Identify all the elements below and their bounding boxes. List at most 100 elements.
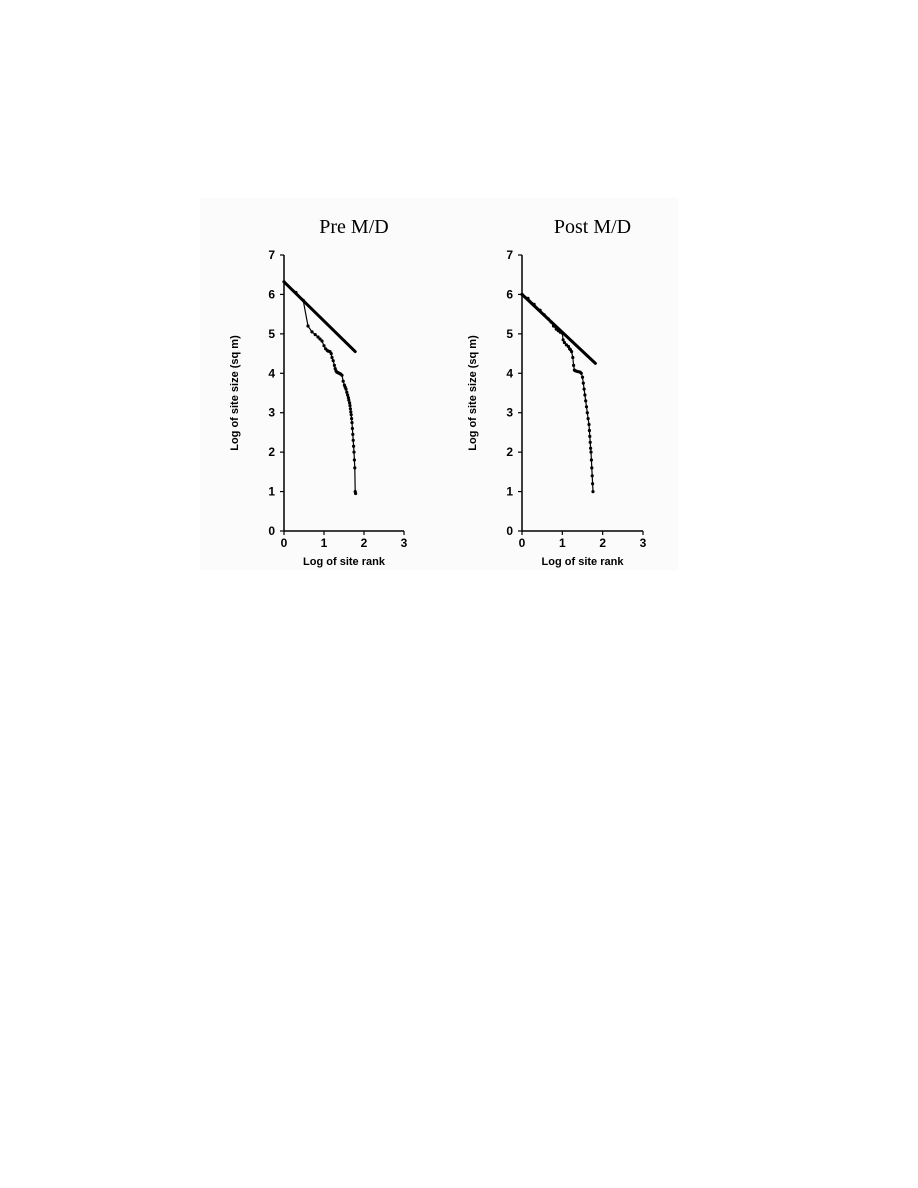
x-tick-label: 1 xyxy=(559,536,566,550)
data-point xyxy=(584,405,589,409)
data-point xyxy=(329,352,333,356)
data-point xyxy=(579,371,583,375)
y-tick-label: 3 xyxy=(268,406,275,420)
data-point xyxy=(354,491,358,496)
x-tick-label: 3 xyxy=(640,536,647,550)
data-point xyxy=(532,302,536,306)
data-point xyxy=(542,313,546,317)
x-tick-label: 1 xyxy=(321,536,328,550)
data-point xyxy=(580,375,585,379)
data-point xyxy=(589,446,593,450)
data-point xyxy=(349,410,353,414)
x-tick-label: 2 xyxy=(361,536,368,550)
y-tick-label: 0 xyxy=(268,524,275,538)
data-point xyxy=(549,320,553,324)
data-point xyxy=(585,411,589,415)
y-axis-label: Log of site size (sq m) xyxy=(229,335,241,451)
data-point xyxy=(294,290,298,295)
data-point xyxy=(351,438,355,442)
data-point xyxy=(282,280,286,284)
data-point xyxy=(331,359,335,363)
x-tick-label: 0 xyxy=(519,536,526,550)
data-point xyxy=(348,404,352,408)
data-point xyxy=(340,373,344,377)
data-point xyxy=(572,363,576,367)
y-tick-label: 0 xyxy=(506,524,513,538)
data-point xyxy=(584,399,588,403)
y-axis-label: Log of site size (sq m) xyxy=(467,335,479,451)
data-point xyxy=(320,339,324,343)
chart-2: Post M/D 0 1 2 3 4 5 6 7 0 1 2 3 Log of site rank Log … xyxy=(467,216,647,568)
data-point xyxy=(318,337,322,341)
data-point xyxy=(520,292,524,296)
data-point xyxy=(350,421,354,425)
data-point xyxy=(561,338,565,342)
y-tick-label: 1 xyxy=(506,485,513,499)
data-point xyxy=(570,350,574,354)
x-tick-label: 2 xyxy=(599,536,606,550)
data-point xyxy=(581,381,585,385)
data-point xyxy=(306,324,310,328)
data-point xyxy=(350,426,354,431)
y-tick-label: 5 xyxy=(268,327,275,341)
data-point xyxy=(560,331,564,335)
data-point xyxy=(352,444,356,448)
data-point xyxy=(590,466,594,470)
chart-title: Pre M/D xyxy=(319,216,388,238)
data-point xyxy=(588,440,592,444)
data-point xyxy=(589,458,594,462)
x-axis-label: Log of site rank xyxy=(303,556,386,568)
y-tick-label: 1 xyxy=(268,485,275,499)
y-tick-label: 5 xyxy=(506,327,513,341)
data-point xyxy=(583,393,587,397)
x-tick-label: 0 xyxy=(281,536,288,550)
data-point xyxy=(346,396,350,400)
data-point xyxy=(344,387,348,391)
data-point xyxy=(562,340,567,345)
data-point xyxy=(589,450,593,454)
data-point xyxy=(347,398,351,402)
data-point xyxy=(332,363,336,367)
y-tick-label: 6 xyxy=(268,287,275,301)
data-point xyxy=(588,434,592,438)
data-point xyxy=(582,387,586,391)
y-tick-label: 2 xyxy=(268,445,275,459)
data-point xyxy=(350,417,354,421)
y-tick-label: 4 xyxy=(268,366,275,380)
y-tick-label: 3 xyxy=(506,406,513,420)
figure-panel xyxy=(200,198,678,570)
data-point xyxy=(586,417,590,421)
data-point xyxy=(353,466,357,470)
data-point xyxy=(346,393,350,397)
data-point xyxy=(591,490,595,494)
data-point xyxy=(591,482,595,486)
data-point xyxy=(571,355,575,360)
data-point xyxy=(352,458,356,462)
y-tick-label: 7 xyxy=(268,248,275,262)
data-point xyxy=(322,344,326,348)
observed-line xyxy=(521,293,594,493)
data-point xyxy=(587,428,592,433)
data-point xyxy=(546,317,550,321)
data-point xyxy=(341,379,345,383)
data-point xyxy=(526,296,530,300)
data-point xyxy=(538,308,542,312)
y-tick-label: 7 xyxy=(506,248,513,262)
data-point xyxy=(349,413,353,417)
y-tick-label: 6 xyxy=(506,287,513,301)
chart-1: Pre M/D 0 1 2 3 4 5 6 7 0 1 2 3 Log of site rank Log o… xyxy=(229,216,408,568)
data-point xyxy=(351,432,355,436)
data-point xyxy=(587,422,591,427)
data-point xyxy=(313,333,317,337)
data-point xyxy=(551,324,556,328)
data-point xyxy=(590,474,594,478)
fitted-line xyxy=(520,292,597,365)
y-tick-label: 4 xyxy=(506,366,513,380)
data-point xyxy=(330,355,334,360)
data-point xyxy=(310,330,314,334)
data-point xyxy=(345,390,349,394)
chart-title: Post M/D xyxy=(554,216,631,238)
data-point xyxy=(348,407,352,411)
y-tick-label: 2 xyxy=(506,445,513,459)
